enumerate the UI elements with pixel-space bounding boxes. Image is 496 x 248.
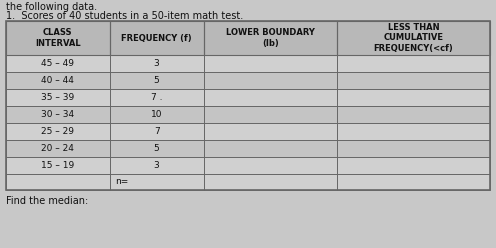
Bar: [6, 21, 490, 55]
Bar: [337, 21, 490, 55]
Bar: [337, 55, 490, 72]
Text: 25 – 29: 25 – 29: [41, 127, 74, 136]
Text: 40 – 44: 40 – 44: [42, 76, 74, 85]
Bar: [6, 140, 490, 157]
Bar: [6, 55, 490, 72]
Bar: [337, 106, 490, 123]
Bar: [110, 89, 203, 106]
Bar: [337, 157, 490, 174]
Text: LESS THAN
CUMULATIVE
FREQUENCY(<cf): LESS THAN CUMULATIVE FREQUENCY(<cf): [373, 23, 453, 53]
Bar: [337, 89, 490, 106]
Text: 35 – 39: 35 – 39: [41, 93, 74, 102]
Bar: [110, 106, 203, 123]
Bar: [203, 174, 337, 190]
Bar: [6, 55, 110, 72]
Bar: [337, 174, 490, 190]
Text: Find the median:: Find the median:: [6, 196, 88, 206]
Text: the following data.: the following data.: [6, 2, 97, 12]
Bar: [337, 123, 490, 140]
Text: FREQUENCY (f): FREQUENCY (f): [122, 33, 192, 42]
Bar: [6, 72, 490, 89]
Bar: [6, 140, 110, 157]
Text: 20 – 24: 20 – 24: [42, 144, 74, 153]
Bar: [203, 140, 337, 157]
Bar: [110, 55, 203, 72]
Bar: [6, 123, 490, 140]
Text: 10: 10: [151, 110, 162, 119]
Text: 45 – 49: 45 – 49: [41, 59, 74, 68]
Bar: [6, 21, 110, 55]
Bar: [6, 106, 490, 123]
Bar: [6, 89, 490, 106]
Bar: [6, 21, 490, 190]
Bar: [203, 72, 337, 89]
Bar: [110, 174, 203, 190]
Bar: [203, 157, 337, 174]
Bar: [6, 72, 110, 89]
Bar: [203, 106, 337, 123]
Bar: [6, 174, 110, 190]
Text: 30 – 34: 30 – 34: [41, 110, 74, 119]
Text: 3: 3: [154, 59, 160, 68]
Bar: [337, 140, 490, 157]
Text: 15 – 19: 15 – 19: [41, 161, 74, 170]
Bar: [110, 21, 203, 55]
Bar: [110, 140, 203, 157]
Text: CLASS
INTERVAL: CLASS INTERVAL: [35, 28, 81, 48]
Text: 7: 7: [154, 127, 160, 136]
Bar: [203, 123, 337, 140]
Bar: [6, 123, 110, 140]
Bar: [6, 89, 110, 106]
Bar: [110, 157, 203, 174]
Text: n=: n=: [115, 178, 128, 186]
Bar: [203, 89, 337, 106]
Text: 7 .: 7 .: [151, 93, 162, 102]
Text: 1.  Scores of 40 students in a 50-item math test.: 1. Scores of 40 students in a 50-item ma…: [6, 11, 243, 21]
Bar: [6, 157, 110, 174]
Text: 3: 3: [154, 161, 160, 170]
Bar: [6, 157, 490, 174]
Bar: [6, 174, 490, 190]
Text: LOWER BOUNDARY
(lb): LOWER BOUNDARY (lb): [226, 28, 314, 48]
Bar: [203, 21, 337, 55]
Bar: [337, 72, 490, 89]
Text: 5: 5: [154, 144, 160, 153]
Bar: [110, 72, 203, 89]
Bar: [110, 123, 203, 140]
Text: 5: 5: [154, 76, 160, 85]
Bar: [6, 106, 110, 123]
Bar: [203, 55, 337, 72]
